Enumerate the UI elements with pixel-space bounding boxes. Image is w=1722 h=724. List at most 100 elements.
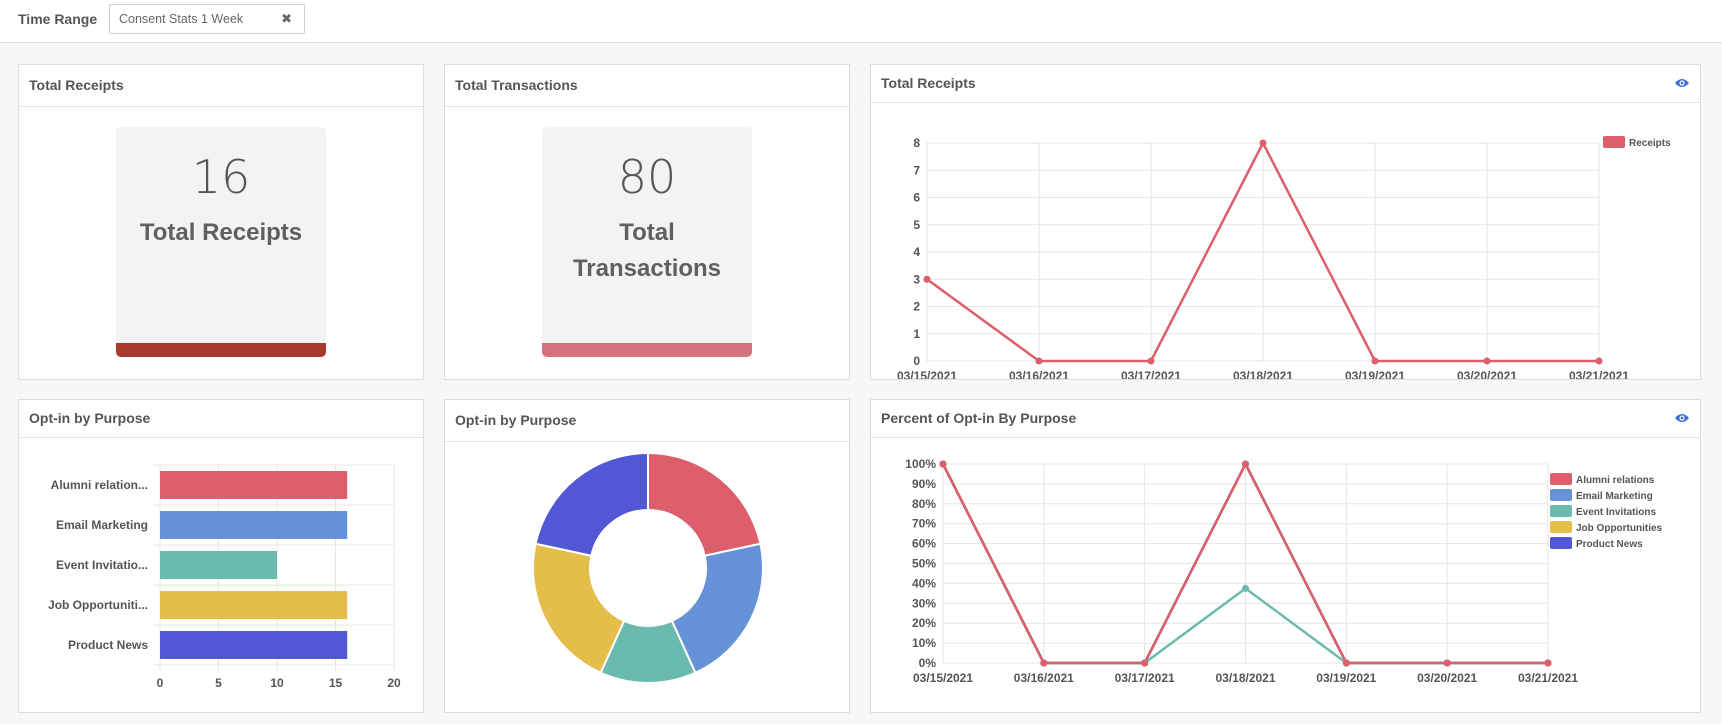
y-tick-label: 1	[913, 327, 920, 341]
panel-title: Percent of Opt-in By Purpose	[881, 410, 1077, 426]
x-tick-label: 5	[215, 676, 222, 690]
donut-slice	[647, 451, 762, 557]
donut-slice	[670, 542, 764, 675]
legend-swatch	[1550, 537, 1572, 549]
percent-line-chart: 0% 10% 20% 30% 40% 50% 60% 70% 80% 90% 100% 03/15/2…	[905, 457, 1663, 685]
y-tick-label: 7	[913, 163, 920, 177]
data-point	[1242, 584, 1249, 592]
y-tick-label: Event Invitatio...	[56, 558, 148, 572]
data-point	[1147, 357, 1155, 365]
stat-color-bar	[542, 343, 752, 357]
stat-color-bar	[116, 343, 326, 357]
y-tick-label: 80%	[912, 497, 936, 511]
clear-icon[interactable]: ✖	[281, 11, 292, 26]
y-tick-label: 2	[913, 300, 920, 314]
x-tick-label: 03/19/2021	[1345, 369, 1405, 379]
data-point	[1544, 659, 1552, 667]
eye-icon[interactable]	[1674, 412, 1690, 424]
data-point	[1035, 357, 1043, 365]
optin-bar-chart: 0 5 10 15 20 Alumni relation... Email Marketin…	[48, 464, 401, 690]
top-toolbar: Time Range Consent Stats 1 Week ✖	[0, 0, 1722, 43]
legend-label: Job Opportunities	[1576, 523, 1663, 534]
y-tick-label: 0	[913, 354, 920, 368]
bar	[160, 631, 348, 659]
y-tick-label: 3	[913, 272, 920, 286]
y-tick-label: 40%	[912, 576, 936, 590]
y-tick-label: 10%	[912, 636, 936, 650]
optin-donut-panel: Opt-in by Purpose	[444, 399, 850, 713]
data-point	[1483, 357, 1491, 365]
time-range-value: Consent Stats 1 Week	[119, 12, 244, 26]
bar	[160, 551, 277, 579]
x-tick-label: 03/20/2021	[1457, 369, 1517, 379]
stat-value: 16	[191, 150, 251, 204]
y-tick-label: 8	[913, 136, 920, 150]
donut-slice	[534, 451, 649, 557]
time-range-select[interactable]: Consent Stats 1 Week ✖	[109, 4, 305, 34]
y-tick-label: 70%	[912, 517, 936, 531]
x-tick-label: 03/18/2021	[1215, 671, 1275, 685]
legend-label: Receipts	[1629, 138, 1671, 149]
legend-swatch	[1550, 521, 1572, 533]
legend-swatch	[1603, 136, 1625, 148]
bar	[160, 591, 348, 619]
optin-bar-panel: Opt-in by Purpose 0 5 10 15 20 Alumni relatio…	[18, 399, 424, 713]
x-tick-label: 03/21/2021	[1518, 671, 1578, 685]
y-tick-label: 5	[913, 218, 920, 232]
x-tick-label: 03/15/2021	[913, 671, 973, 685]
panel-title: Total Receipts	[29, 77, 124, 93]
receipts-line-chart: 0 1 2 3 4 5 6 7 8 03/15/2021 03/16/2021 03/17/2021 0…	[897, 136, 1671, 379]
data-point	[939, 460, 947, 468]
optin-donut-chart	[532, 451, 764, 684]
stat-card: 16 Total Receipts	[116, 127, 326, 357]
stat-label: Total Transactions	[572, 219, 722, 282]
panel-title: Opt-in by Purpose	[29, 410, 151, 426]
data-point	[1242, 460, 1249, 468]
x-tick-label: 03/16/2021	[1014, 671, 1074, 685]
y-tick-label: 60%	[912, 537, 936, 551]
y-tick-label: 90%	[912, 477, 936, 491]
y-tick-label: 50%	[912, 557, 936, 571]
x-tick-label: 20	[387, 676, 401, 690]
legend-swatch	[1550, 505, 1572, 517]
x-tick-label: 03/16/2021	[1009, 369, 1069, 379]
legend-label: Product News	[1576, 539, 1643, 550]
data-point	[1040, 659, 1048, 667]
y-tick-label: 30%	[912, 596, 936, 610]
panel-header: Percent of Opt-in By Purpose	[871, 400, 1700, 438]
donut-slice	[532, 542, 626, 675]
y-tick-label: 100%	[905, 457, 936, 471]
bar	[160, 471, 348, 499]
data-point	[1371, 357, 1379, 365]
y-tick-label: 0%	[919, 656, 937, 670]
x-tick-label: 0	[157, 676, 164, 690]
bar	[160, 511, 348, 539]
x-tick-label: 03/19/2021	[1316, 671, 1376, 685]
panel-header: Total Receipts	[871, 65, 1700, 103]
y-tick-label: 4	[913, 245, 920, 259]
x-tick-label: 10	[270, 676, 284, 690]
time-range-label: Time Range	[18, 11, 98, 27]
x-tick-label: 03/21/2021	[1569, 369, 1629, 379]
data-point	[923, 275, 931, 283]
y-tick-label: 6	[913, 191, 920, 205]
x-tick-label: 03/15/2021	[897, 369, 957, 379]
legend-swatch	[1550, 473, 1572, 485]
panel-header: Total Receipts	[19, 65, 423, 107]
stat-label: Total Receipts	[139, 219, 303, 246]
y-tick-label: Product News	[68, 638, 148, 652]
y-tick-label: 20%	[912, 616, 936, 630]
legend-label: Event Invitations	[1576, 507, 1656, 518]
legend-label: Alumni relations	[1576, 475, 1655, 486]
y-tick-label: Email Marketing	[56, 518, 148, 532]
data-point	[1595, 357, 1603, 365]
eye-icon[interactable]	[1674, 77, 1690, 89]
data-point	[1259, 139, 1267, 147]
y-tick-label: Job Opportuniti...	[48, 598, 148, 612]
receipts-chart-panel: Total Receipts 0 1 2 3 4 5 6 7 8 03/15/2021 03/16/…	[870, 64, 1701, 380]
stat-value: 80	[617, 150, 677, 204]
total-receipts-panel: Total Receipts 16 Total Receipts	[18, 64, 424, 380]
panel-header: Total Transactions	[445, 65, 849, 107]
x-tick-label: 03/18/2021	[1233, 369, 1293, 379]
legend-swatch	[1550, 489, 1572, 501]
